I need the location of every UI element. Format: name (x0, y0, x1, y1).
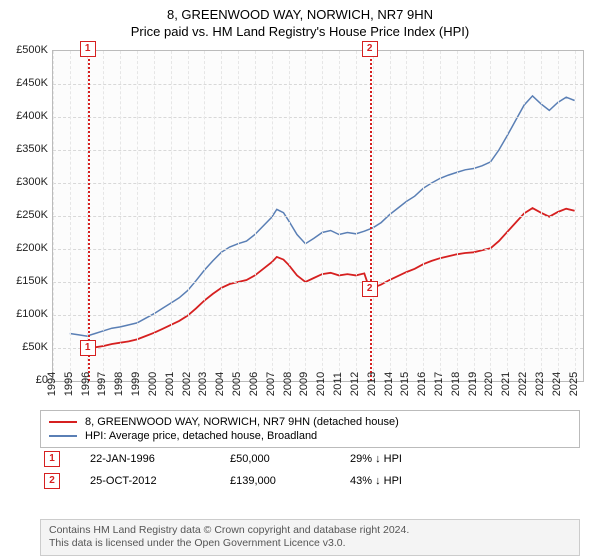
event-price: £139,000 (230, 475, 320, 487)
legend-label: HPI: Average price, detached house, Broa… (85, 430, 317, 442)
footer-line: This data is licensed under the Open Gov… (49, 537, 571, 551)
x-axis-label: 2024 (551, 372, 563, 396)
x-axis-label: 2003 (197, 372, 209, 396)
x-axis-label: 2000 (147, 372, 159, 396)
x-axis-label: 1996 (80, 372, 92, 396)
event-date: 22-JAN-1996 (90, 453, 200, 465)
chart-subtitle: Price paid vs. HM Land Registry's House … (0, 24, 600, 39)
x-axis-label: 2002 (181, 372, 193, 396)
x-axis-label: 1998 (113, 372, 125, 396)
x-axis-label: 2018 (450, 372, 462, 396)
chart-area: 1212 £0£50K£100K£150K£200K£250K£300K£350… (52, 50, 582, 380)
x-axis-label: 2001 (164, 372, 176, 396)
y-axis-label: £400K (16, 110, 48, 122)
footer-attribution: Contains HM Land Registry data © Crown c… (40, 519, 580, 556)
event-vline (370, 51, 372, 381)
x-axis-label: 2006 (248, 372, 260, 396)
x-axis-label: 2009 (298, 372, 310, 396)
x-axis-label: 2015 (399, 372, 411, 396)
y-axis-label: £150K (16, 275, 48, 287)
x-axis-label: 2013 (366, 372, 378, 396)
x-axis-label: 1995 (63, 372, 75, 396)
event-delta: 43% ↓ HPI (350, 475, 402, 487)
x-axis-label: 2016 (416, 372, 428, 396)
y-axis-label: £300K (16, 176, 48, 188)
legend-row: 8, GREENWOOD WAY, NORWICH, NR7 9HN (deta… (49, 415, 571, 429)
event-marker-top: 2 (362, 41, 378, 57)
x-axis-label: 2011 (332, 372, 344, 396)
legend: 8, GREENWOOD WAY, NORWICH, NR7 9HN (deta… (40, 410, 580, 492)
legend-row: HPI: Average price, detached house, Broa… (49, 429, 571, 443)
y-axis-label: £450K (16, 77, 48, 89)
event-marker: 1 (80, 340, 96, 356)
event-badge: 1 (44, 451, 60, 467)
x-axis-label: 2012 (349, 372, 361, 396)
y-axis-label: £500K (16, 44, 48, 56)
legend-box: 8, GREENWOOD WAY, NORWICH, NR7 9HN (deta… (40, 410, 580, 448)
legend-swatch (49, 421, 77, 423)
x-axis-label: 2021 (500, 372, 512, 396)
x-axis-label: 1997 (96, 372, 108, 396)
series-line (88, 208, 575, 348)
event-date: 25-OCT-2012 (90, 475, 200, 487)
x-axis-label: 2017 (433, 372, 445, 396)
event-delta: 29% ↓ HPI (350, 453, 402, 465)
event-marker-top: 1 (80, 41, 96, 57)
x-axis-label: 2014 (383, 372, 395, 396)
legend-swatch (49, 435, 77, 437)
event-badge: 2 (44, 473, 60, 489)
event-marker: 2 (362, 281, 378, 297)
event-data-row: 2 25-OCT-2012 £139,000 43% ↓ HPI (40, 470, 580, 492)
x-axis-label: 1999 (130, 372, 142, 396)
footer-line: Contains HM Land Registry data © Crown c… (49, 524, 571, 538)
x-axis-label: 2008 (282, 372, 294, 396)
x-axis-label: 2023 (534, 372, 546, 396)
x-axis-label: 2007 (265, 372, 277, 396)
x-axis-label: 1994 (46, 372, 58, 396)
legend-label: 8, GREENWOOD WAY, NORWICH, NR7 9HN (deta… (85, 416, 399, 428)
x-axis-label: 2025 (568, 372, 580, 396)
x-axis-label: 2020 (483, 372, 495, 396)
x-axis-label: 2022 (517, 372, 529, 396)
x-axis-label: 2019 (467, 372, 479, 396)
y-axis-label: £50K (22, 341, 48, 353)
y-axis-label: £100K (16, 308, 48, 320)
data-points-table: 1 22-JAN-1996 £50,000 29% ↓ HPI 2 25-OCT-2012… (40, 448, 580, 492)
y-axis-label: £350K (16, 143, 48, 155)
y-axis-label: £200K (16, 242, 48, 254)
event-vline (88, 51, 90, 381)
x-axis-label: 2004 (214, 372, 226, 396)
event-price: £50,000 (230, 453, 320, 465)
chart-title: 8, GREENWOOD WAY, NORWICH, NR7 9HN (0, 0, 600, 24)
event-data-row: 1 22-JAN-1996 £50,000 29% ↓ HPI (40, 448, 580, 470)
plot-area: 1212 (52, 50, 584, 382)
x-axis-label: 2005 (231, 372, 243, 396)
x-axis-label: 2010 (315, 372, 327, 396)
y-axis-label: £250K (16, 209, 48, 221)
